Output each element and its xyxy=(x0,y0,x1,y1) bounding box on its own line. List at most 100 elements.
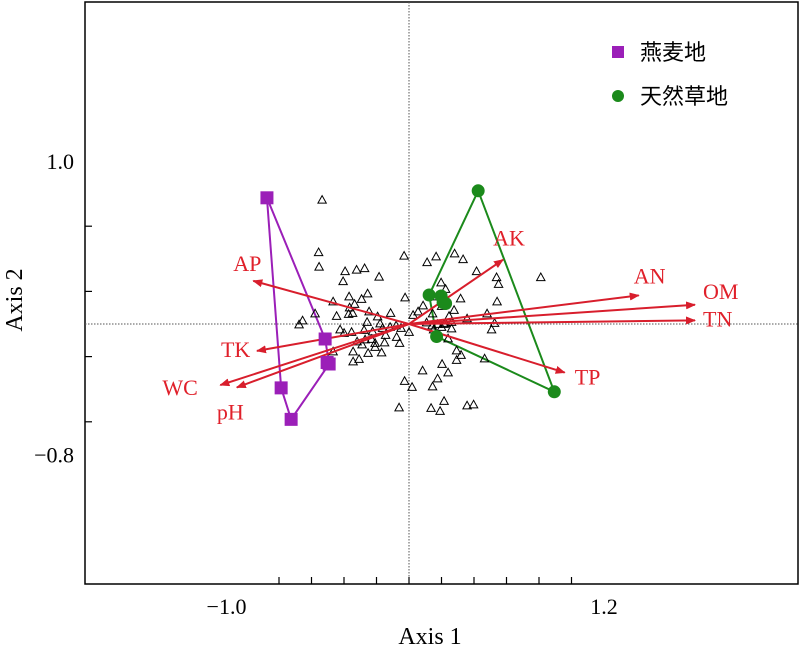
vector-arrow xyxy=(408,316,696,325)
species-point xyxy=(435,405,446,415)
vector-label: TN xyxy=(703,306,732,331)
species-point xyxy=(338,276,349,286)
sample-point xyxy=(284,412,298,426)
species-point xyxy=(344,291,355,301)
hull-polygon xyxy=(428,188,557,394)
species-point xyxy=(449,248,460,258)
species-point xyxy=(375,318,386,328)
tick-labels: −1.0 1.2 1.0 −0.8 xyxy=(34,149,618,619)
species-point xyxy=(492,296,503,306)
species-point xyxy=(493,278,504,288)
vector-arrow xyxy=(408,292,640,325)
species-point xyxy=(379,337,390,347)
species-point xyxy=(357,339,368,349)
x-axis-title: Axis 1 xyxy=(398,624,461,648)
vector-arrow xyxy=(219,323,410,387)
x-tick-label: 1.2 xyxy=(590,594,618,619)
species-point xyxy=(297,315,308,325)
vector-label: WC xyxy=(162,375,197,400)
species-point xyxy=(427,308,438,318)
species-point xyxy=(407,381,418,391)
sample-points xyxy=(260,184,561,426)
species-point xyxy=(455,293,466,303)
species-point xyxy=(343,308,354,318)
species-point xyxy=(391,331,402,341)
vector-arrow xyxy=(235,323,410,389)
origin-lines xyxy=(85,2,798,584)
legend-marker xyxy=(612,90,624,102)
x-tick-label: −1.0 xyxy=(207,594,247,619)
vector-label: TP xyxy=(575,365,601,390)
species-point xyxy=(351,264,362,274)
vector-arrow xyxy=(408,301,696,325)
species-point xyxy=(349,298,360,308)
species-point xyxy=(346,326,357,336)
vector-label: TK xyxy=(221,337,250,362)
species-point xyxy=(426,402,437,412)
species-point xyxy=(437,358,448,368)
species-point xyxy=(317,194,328,204)
sample-point xyxy=(439,296,453,310)
y-tick-label: 1.0 xyxy=(47,149,75,174)
species-point xyxy=(468,399,479,409)
species-point xyxy=(427,381,438,391)
species-point xyxy=(422,257,433,267)
vector-label: AP xyxy=(233,251,261,276)
y-tick-label: −0.8 xyxy=(34,442,74,467)
sample-point xyxy=(260,191,274,205)
species-point xyxy=(385,307,396,317)
species-point xyxy=(310,308,321,318)
species-point xyxy=(443,333,454,343)
sample-point xyxy=(422,288,436,302)
species-point xyxy=(313,247,324,257)
axis-ticks xyxy=(85,225,573,584)
species-point xyxy=(431,251,442,261)
vector-arrow xyxy=(255,323,410,354)
species-point xyxy=(471,266,482,276)
species-point xyxy=(394,402,405,412)
species-point xyxy=(432,373,443,383)
species-point xyxy=(359,263,370,273)
species-point xyxy=(374,271,385,281)
species-point xyxy=(439,395,450,405)
species-point xyxy=(449,304,460,314)
species-point xyxy=(456,349,467,359)
species-point xyxy=(362,316,373,326)
vector-label: AK xyxy=(493,226,525,251)
species-point xyxy=(376,347,387,357)
vector-label: OM xyxy=(703,279,738,304)
species-point xyxy=(458,254,469,264)
hull-polygon xyxy=(265,197,331,422)
species-point xyxy=(479,353,490,363)
vector-arrow xyxy=(252,279,410,325)
vector-label: AN xyxy=(634,263,666,288)
species-point xyxy=(486,324,497,334)
species-point xyxy=(446,323,457,333)
species-point xyxy=(380,329,391,339)
sample-point xyxy=(318,332,332,346)
species-point xyxy=(535,272,546,282)
sample-point xyxy=(547,385,561,399)
species-point xyxy=(404,326,415,336)
sample-point xyxy=(274,381,288,395)
species-point xyxy=(399,375,410,385)
species-point xyxy=(399,250,410,260)
species-point xyxy=(362,288,373,298)
vector-arrow xyxy=(408,258,504,325)
sample-point xyxy=(322,357,336,371)
species-point xyxy=(462,313,473,323)
species-point xyxy=(348,346,359,356)
species-point xyxy=(443,367,454,377)
species-point xyxy=(462,400,473,410)
species-point xyxy=(370,337,381,347)
species-point xyxy=(491,272,502,282)
y-axis-title: Axis 2 xyxy=(2,268,28,331)
sample-point xyxy=(430,330,444,344)
species-point xyxy=(335,324,346,334)
species-point xyxy=(436,277,447,287)
species-point xyxy=(417,365,428,375)
vector-label: pH xyxy=(217,399,244,424)
